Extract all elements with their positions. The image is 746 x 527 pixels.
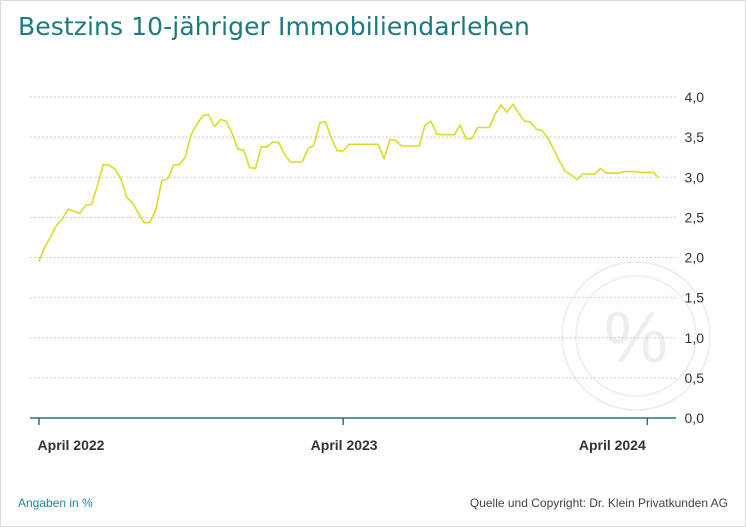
x-axis: April 2022 April 2023 April 2024 bbox=[30, 417, 676, 453]
unit-note: Angaben in % bbox=[18, 496, 93, 510]
y-axis-labels: 0,0 0,5 1,0 1,5 2,0 2,5 3,0 3,5 4,0 bbox=[685, 89, 705, 426]
y-tick-label: 3,5 bbox=[685, 129, 705, 145]
y-tick-label: 1,5 bbox=[685, 290, 705, 306]
y-tick-label: 4,0 bbox=[685, 89, 705, 105]
series-group bbox=[38, 103, 660, 262]
y-tick-label: 0,5 bbox=[685, 370, 705, 386]
percent-circle-icon: % bbox=[561, 261, 711, 411]
x-tick-label: April 2022 bbox=[38, 437, 105, 453]
x-tick-label: April 2023 bbox=[311, 437, 378, 453]
source-note: Quelle und Copyright: Dr. Klein Privatku… bbox=[469, 496, 728, 510]
grid-lines bbox=[30, 96, 676, 379]
y-tick-label: 1,0 bbox=[685, 330, 705, 346]
series-line bbox=[38, 103, 660, 262]
y-tick-label: 0,0 bbox=[685, 410, 705, 426]
x-tick-label: April 2024 bbox=[579, 437, 646, 453]
y-tick-label: 2,0 bbox=[685, 250, 705, 266]
page-title: Bestzins 10-jähriger Immobiliendarlehen bbox=[18, 12, 530, 41]
y-tick-label: 2,5 bbox=[685, 209, 705, 225]
y-tick-label: 3,0 bbox=[685, 169, 705, 185]
